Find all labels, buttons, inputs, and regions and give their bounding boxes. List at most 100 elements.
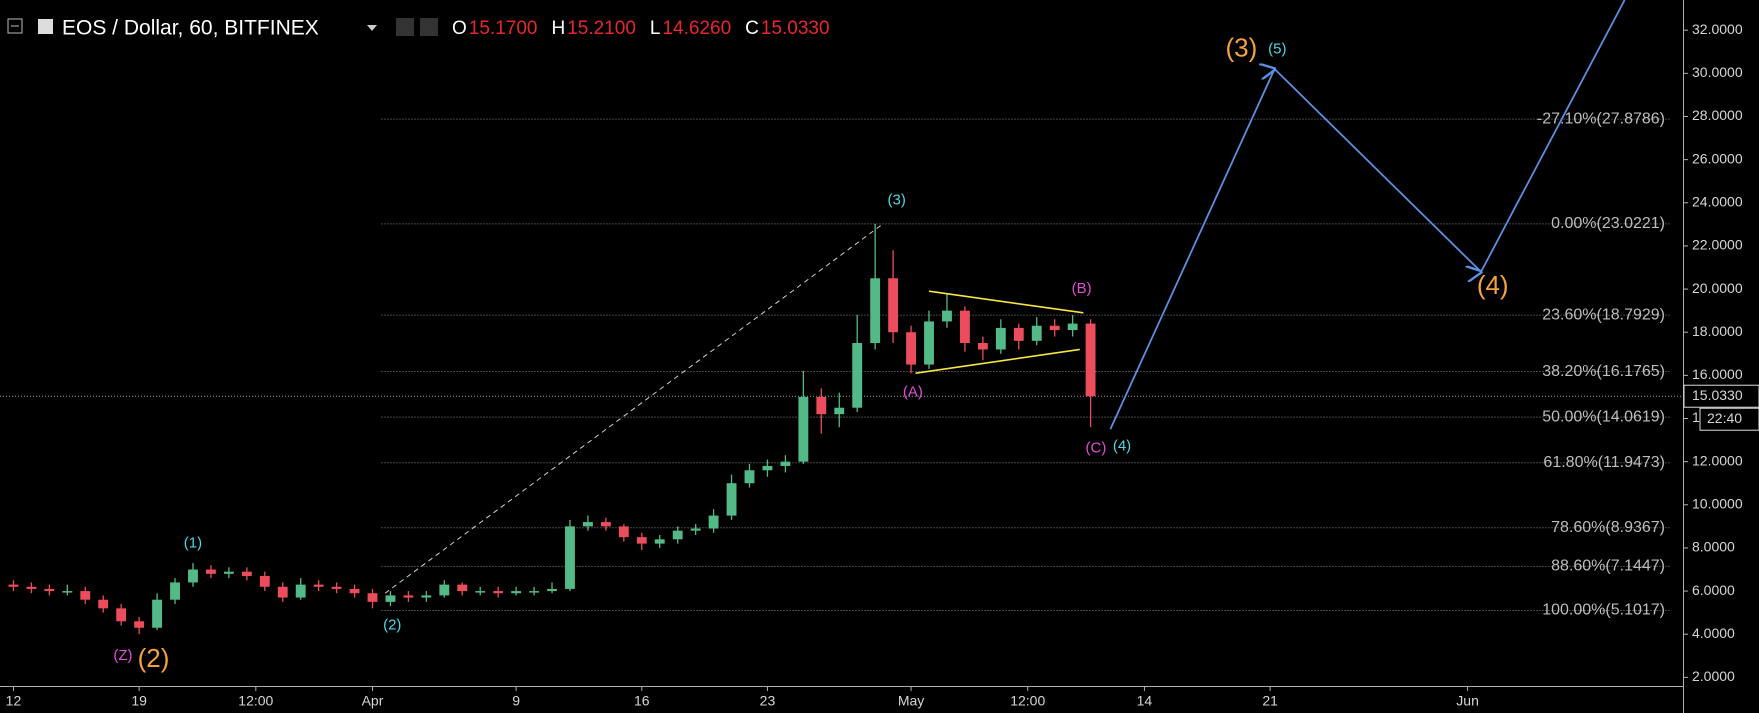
candle-body <box>529 591 540 593</box>
candle-body <box>726 483 737 516</box>
ohlc-value: 15.2100 <box>567 18 636 39</box>
y-tick-label: 24.0000 <box>1692 193 1743 209</box>
fib-trend-line <box>384 223 883 594</box>
candle-body <box>134 621 145 628</box>
y-tick-label: 10.0000 <box>1692 495 1743 511</box>
dropdown-arrow[interactable] <box>367 25 377 31</box>
x-tick-label: Apr <box>362 693 384 709</box>
ohlc-key: H <box>551 18 565 39</box>
y-tick-label: 12.0000 <box>1692 452 1743 468</box>
triangle-line <box>915 348 1080 374</box>
candle-body <box>977 343 988 350</box>
wave-label: (B) <box>1072 280 1092 297</box>
x-tick-label: 23 <box>760 693 776 709</box>
wave-label: (Z) <box>113 647 132 664</box>
candle-body <box>421 595 432 598</box>
y-tick-label: 16.0000 <box>1692 366 1743 382</box>
countdown-tag <box>1699 407 1759 431</box>
y-tick-label: 6.0000 <box>1692 582 1735 598</box>
candle-body <box>295 584 306 598</box>
ohlc-legend: O 15.1700 H 15.2100 L 14.6260 C 15.0330 <box>452 18 830 39</box>
ohlc-value: 14.6260 <box>662 18 731 39</box>
candle-body <box>313 584 324 587</box>
ohlc-key: O <box>452 18 467 39</box>
candle-body <box>1031 325 1042 341</box>
fib-level-label: 78.60%(8.9367) <box>1551 519 1665 536</box>
candle-body <box>888 278 899 333</box>
candle-body <box>1013 327 1024 341</box>
candle-body <box>924 321 934 365</box>
candle-body <box>870 278 881 343</box>
candle-body <box>744 470 755 484</box>
header: EOS / Dollar, 60, BITFINEX O 15.1700 H 15.2… <box>7 17 830 40</box>
fib-level-label: 61.80%(11.9473) <box>1543 454 1665 471</box>
candle-body <box>511 591 522 594</box>
axes: 2.0000 4.0000 6.0000 8.0000 10.0000 12.0000 14… <box>6 21 1759 709</box>
candle-body <box>277 586 288 598</box>
y-tick-label: 22.0000 <box>1692 237 1743 253</box>
candle-body <box>205 569 216 574</box>
candle-body <box>259 575 270 587</box>
fib-level-label: -27.10%(27.8786) <box>1537 110 1665 127</box>
wave-label: (2) <box>383 617 401 634</box>
settings-icon[interactable] <box>420 18 438 36</box>
candle-body <box>62 591 73 593</box>
candle-body <box>241 571 252 576</box>
plot-area: -27.10%(27.8786) 0.00%(23.0221) 23.60%(18.… <box>0 0 1683 673</box>
candle-body <box>798 396 809 462</box>
y-tick-label: 18.0000 <box>1692 323 1743 339</box>
candle-body <box>906 332 917 365</box>
wave-label: (3) <box>1225 32 1257 62</box>
y-tick-label: 28.0000 <box>1692 107 1743 123</box>
x-tick-label: 12 <box>6 693 22 709</box>
candle-body <box>816 396 827 415</box>
candle-body <box>1085 323 1096 397</box>
candle-body <box>762 465 773 471</box>
candle-body <box>852 343 863 408</box>
candle-body <box>116 608 127 622</box>
x-tick-label: 14 <box>1137 693 1153 709</box>
fib-level-label: 88.60%(7.1447) <box>1551 558 1665 575</box>
y-tick-label: 26.0000 <box>1692 150 1743 166</box>
candle-body <box>367 593 378 602</box>
candle-body <box>780 461 791 466</box>
candle-body <box>331 586 342 589</box>
candle-body <box>600 522 611 527</box>
candle-body <box>152 599 163 628</box>
candle-body <box>475 591 486 593</box>
candle-body <box>403 595 414 598</box>
candle-body <box>385 595 396 602</box>
countdown-label: 22:40 <box>1707 410 1742 426</box>
x-tick-label: 12:00 <box>238 693 273 709</box>
wave-label: (4) <box>1113 438 1131 455</box>
ohlc-value: 15.0330 <box>761 18 830 39</box>
x-tick-label: 12:00 <box>1010 693 1045 709</box>
eye-icon[interactable] <box>396 18 414 36</box>
last-price-label: 15.0330 <box>1692 387 1743 403</box>
candle-body <box>188 569 198 583</box>
candle-body <box>349 588 360 594</box>
candle-body <box>636 537 647 544</box>
candle-body <box>942 310 952 322</box>
triangle-line <box>928 290 1084 314</box>
symbol-icon <box>38 19 53 34</box>
x-tick-label: 9 <box>512 693 520 709</box>
symbol-title: EOS / Dollar, 60, BITFINEX <box>62 17 319 40</box>
y-tick-label: 2.0000 <box>1692 668 1735 684</box>
collapse-icon[interactable] <box>7 18 23 34</box>
fib-level-label: 100.00%(5.1017) <box>1542 602 1665 619</box>
fib-level-label: 23.60%(18.7929) <box>1542 306 1665 323</box>
candle-body <box>708 515 719 529</box>
wave-label: (1) <box>184 535 202 552</box>
candle-body <box>834 407 845 415</box>
x-tick-label: May <box>898 693 924 709</box>
candle-body <box>26 586 37 589</box>
ohlc-value: 15.1700 <box>469 18 538 39</box>
candle-body <box>8 584 19 587</box>
x-tick-label: 16 <box>634 693 650 709</box>
candle-body <box>98 599 109 609</box>
wave-label: (5) <box>1268 41 1286 58</box>
y-tick-label: 4.0000 <box>1692 625 1735 641</box>
wave-label: (A) <box>903 384 923 401</box>
